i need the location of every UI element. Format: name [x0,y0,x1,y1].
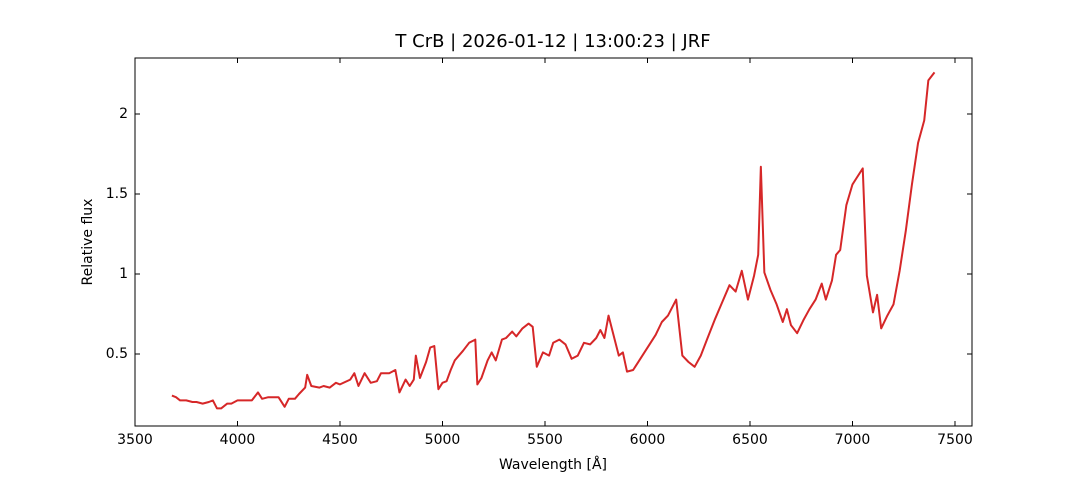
x-tick-label: 3500 [117,432,153,448]
x-tick-label: 4500 [322,432,358,448]
x-axis-label: Wavelength [Å] [499,456,607,473]
x-tick-label: 6000 [630,432,666,448]
y-tick-label: 1 [119,266,128,282]
chart-title: T CrB | 2026-01-12 | 13:00:23 | JRF [394,31,710,52]
y-tick-label: 0.5 [106,346,128,362]
plot-frame [134,57,973,427]
x-tick-label: 6500 [732,432,768,448]
x-tick-label: 5000 [425,432,461,448]
y-axis-label: Relative flux [80,199,96,286]
x-tick-label: 7500 [937,432,973,448]
y-tick-label: 1.5 [106,186,128,202]
x-tick-label: 5500 [527,432,563,448]
x-tick-label: 7000 [835,432,871,448]
y-tick-label: 2 [119,106,128,122]
x-tick-label: 4000 [220,432,256,448]
spectrum-line [171,71,936,410]
